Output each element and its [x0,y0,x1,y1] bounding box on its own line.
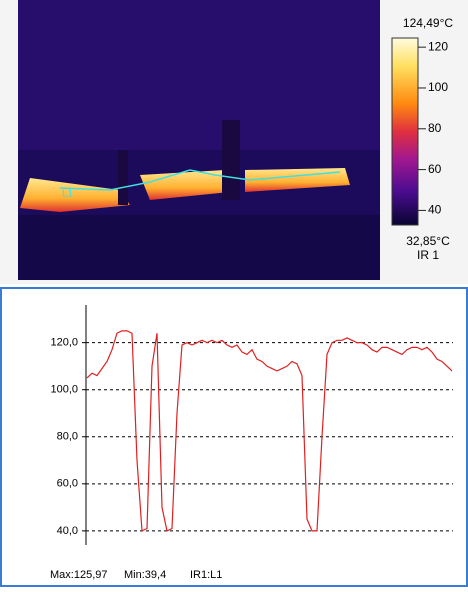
image-region [18,215,380,280]
colorbar-tick-label: 60 [428,162,442,176]
colorbar-tick-label: 100 [428,80,448,94]
y-tick-label: 100,0 [50,384,78,396]
y-tick-label: 60,0 [57,478,78,490]
colorbar-tick-label: 120 [428,39,448,53]
figure [222,120,240,200]
colorbar [391,37,419,226]
hot-area [20,178,130,212]
profile-line [86,330,453,532]
colorbar-max: 124,49°C [403,16,454,30]
figure [118,150,128,205]
footer-min: Min:39,4 [124,569,166,581]
colorbar-tick-label: 40 [428,203,442,217]
line-label: L1 [62,189,74,200]
colorbar-min: 32,85°C [406,234,450,248]
colorbar-tick-label: 80 [428,121,442,135]
image-region [18,0,380,150]
measure-line [59,169,341,191]
chart-panel [0,287,468,587]
footer-max: Max:125,97 [50,569,107,581]
y-tick-label: 120,0 [50,337,78,349]
scale-label: IR 1 [417,248,439,262]
y-tick-label: 80,0 [57,431,78,443]
y-tick-label: 40,0 [57,525,78,537]
footer-source: IR1:L1 [190,569,222,581]
